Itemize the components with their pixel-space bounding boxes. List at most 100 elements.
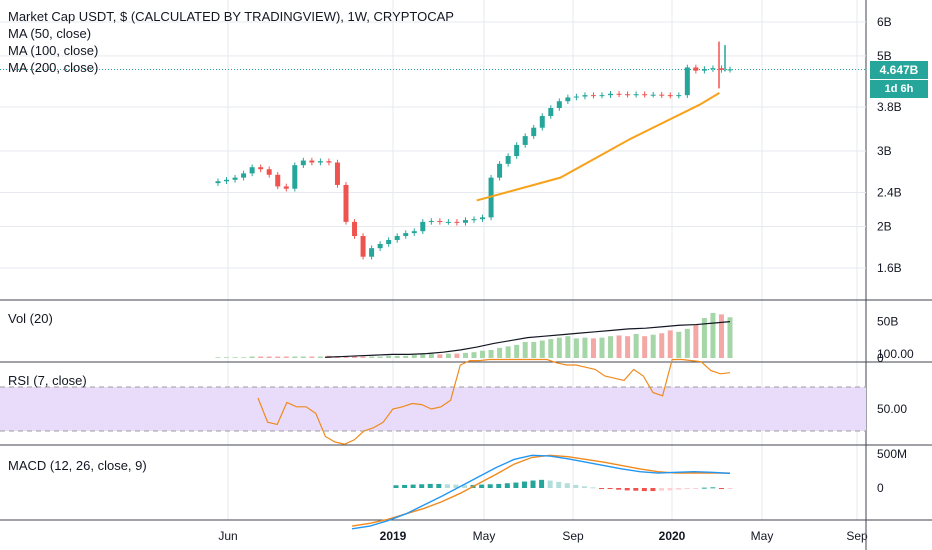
y-tick-label: 1.6B (877, 261, 902, 275)
volume-bar (676, 331, 682, 358)
candle (326, 161, 332, 163)
macd-histogram-bar (573, 484, 579, 488)
candle (266, 169, 272, 175)
candle (565, 97, 571, 102)
candle (625, 94, 631, 96)
macd-histogram-bar (504, 483, 510, 488)
macd-histogram-bar (462, 484, 468, 488)
legend-ma-200: MA (200, close) (8, 60, 99, 75)
candle (445, 221, 451, 223)
x-tick-label: Sep (846, 529, 868, 543)
volume-bar (556, 337, 562, 358)
candle (377, 244, 383, 249)
y-tick-label: 500M (877, 447, 907, 461)
x-tick-label: Jun (218, 529, 237, 543)
macd-histogram-bar (693, 488, 699, 489)
volume-bar (625, 336, 631, 358)
volume-bar (505, 346, 511, 358)
volume-bar (369, 356, 375, 358)
volume-bar (241, 357, 247, 358)
candle (292, 165, 298, 189)
volume-bar (548, 339, 554, 358)
volume-bar (462, 352, 468, 358)
candle (258, 167, 264, 170)
volume-ma-line (324, 321, 731, 358)
candle (334, 162, 340, 185)
volume-bar (300, 356, 306, 358)
candle (514, 144, 520, 157)
candle (215, 181, 221, 184)
candle (693, 67, 699, 71)
volume-bar (616, 335, 622, 358)
rsi-pane-label: RSI (7, close) (8, 373, 87, 388)
macd-histogram-bar (513, 482, 519, 488)
volume-bar (224, 357, 230, 358)
chart-title: Market Cap USDT, $ (CALCULATED BY TRADIN… (8, 9, 454, 24)
volume-bar (377, 356, 383, 358)
candle (642, 94, 648, 96)
volume-bar (642, 336, 648, 358)
volume-bar (565, 336, 571, 358)
y-tick-label: 100.00 (877, 347, 914, 361)
macd-histogram-bar (496, 483, 502, 488)
volume-bar (650, 334, 656, 358)
macd-signal-line (351, 454, 730, 527)
volume-bar (582, 337, 588, 358)
candle (667, 95, 673, 97)
y-tick-label: 6B (877, 15, 892, 29)
candle (232, 177, 238, 180)
x-tick-label: May (751, 529, 774, 543)
macd-histogram-bar (436, 483, 442, 488)
candle (548, 107, 554, 117)
volume-bar (667, 330, 673, 358)
bar-countdown-tag: 1d 6h (870, 80, 928, 98)
y-tick-label: 50B (877, 315, 898, 329)
volume-bar (727, 317, 733, 358)
macd-histogram-bar (539, 479, 545, 488)
candle (710, 68, 716, 70)
candle (386, 239, 392, 245)
candle (616, 93, 622, 95)
volume-bar (360, 356, 366, 358)
volume-bar (633, 334, 639, 358)
macd-histogram-bar (658, 488, 664, 491)
candle (420, 221, 426, 232)
y-tick-label: 2.4B (877, 186, 902, 200)
volume-bar (471, 352, 477, 358)
candle (505, 156, 511, 164)
volume-bar (590, 338, 596, 358)
volume-bar (522, 342, 528, 358)
candle (428, 220, 434, 222)
volume-bar (420, 354, 426, 358)
candle (650, 94, 656, 96)
macd-histogram-bar (479, 484, 485, 488)
candle (300, 160, 306, 166)
volume-bar (497, 347, 503, 358)
macd-histogram-bar (710, 487, 716, 489)
candle (701, 69, 707, 71)
candle (394, 236, 400, 240)
volume-bar (283, 356, 289, 358)
volume-bar (718, 314, 724, 358)
volume-bar (488, 350, 494, 358)
volume-bar (258, 356, 264, 358)
candle (224, 179, 230, 182)
macd-histogram-bar (547, 480, 553, 488)
x-tick-label: 2020 (659, 529, 686, 543)
candle (462, 220, 468, 223)
macd-histogram-bar (556, 481, 562, 488)
candle (531, 127, 537, 137)
last-price-tag: 4.647B (870, 61, 928, 79)
macd-histogram-bar (427, 483, 433, 488)
volume-bar (539, 340, 545, 358)
candle (718, 68, 724, 70)
macd-histogram-bar (402, 484, 408, 488)
x-tick-label: Sep (562, 529, 584, 543)
volume-bar (599, 337, 605, 358)
macd-histogram-bar (581, 486, 587, 488)
candle (411, 231, 417, 234)
volume-bar (693, 324, 699, 358)
ma-200-line (476, 92, 720, 202)
y-tick-label: 3B (877, 144, 892, 158)
